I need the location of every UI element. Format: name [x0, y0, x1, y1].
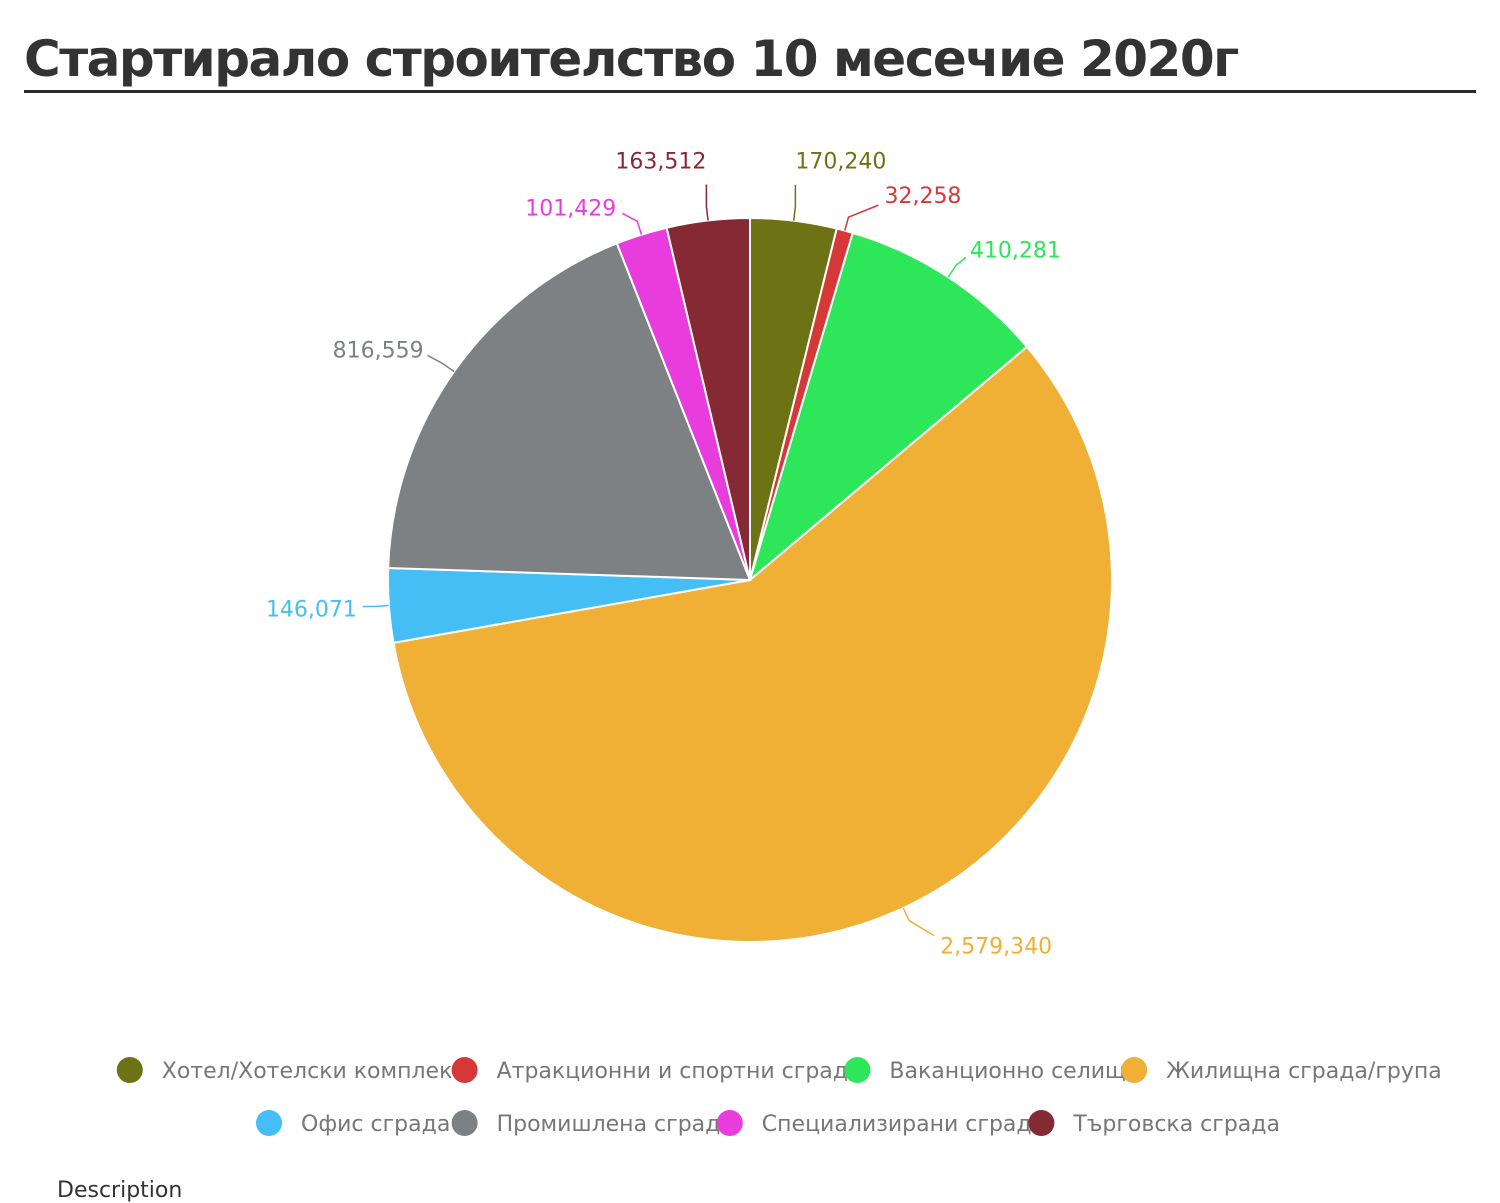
legend-label: Жилищна сграда/група	[1166, 1059, 1442, 1084]
chart-title: Стартирало строителство 10 месечие 2020г	[24, 30, 1239, 88]
data-labels: 170,240 32,258 410,281 2,579,340 146,071 816,…	[266, 150, 1061, 960]
title-underline	[24, 90, 1476, 93]
data-label: 410,281	[970, 238, 1061, 263]
legend-item[interactable]: Атракционни и спортни сгради	[451, 1057, 863, 1084]
legend-label: Специализирани сгради	[762, 1112, 1046, 1137]
legend-swatch	[256, 1110, 282, 1136]
pie-slice-промишлена-сграда[interactable]	[387, 242, 752, 582]
legend-swatch	[116, 1057, 143, 1083]
legend-item[interactable]: Жилищна сграда/група	[1121, 1057, 1442, 1084]
leader-line	[705, 184, 709, 221]
legend-item[interactable]: Ваканционно селище	[844, 1057, 1139, 1084]
legend-label: Ваканционно селище	[889, 1059, 1139, 1084]
legend-swatch	[716, 1110, 743, 1136]
leader-line	[362, 604, 389, 608]
leader-line	[621, 212, 643, 235]
description-label: Description	[57, 1178, 183, 1203]
pie-slices	[387, 216, 1114, 944]
legend-label: Търговска сграда	[1072, 1112, 1280, 1137]
pie-slice-ваканционно-селище[interactable]	[748, 231, 1029, 583]
data-label: 101,429	[525, 196, 616, 221]
legend-item[interactable]: Хотел/Хотелски комплекс	[116, 1057, 465, 1084]
legend-item[interactable]: Специализирани сгради	[716, 1110, 1046, 1137]
leader-line	[844, 204, 879, 231]
legend-label: Офис сграда	[301, 1112, 450, 1137]
legend-label: Промишлена сграда	[497, 1112, 734, 1137]
leader-line	[947, 256, 967, 278]
data-label: 170,240	[795, 150, 886, 175]
legend-item[interactable]: Търговска сграда	[1028, 1110, 1280, 1137]
legend-item[interactable]: Офис сграда	[256, 1110, 450, 1137]
legend-swatch	[1121, 1057, 1148, 1083]
data-label: 816,559	[333, 338, 424, 363]
legend-swatch	[844, 1057, 871, 1083]
legend: Хотел/Хотелски комплекс Атракционни и спо…	[116, 1057, 1442, 1137]
legend-item[interactable]: Промишлена сграда	[451, 1110, 734, 1137]
legend-swatch	[1028, 1110, 1055, 1136]
data-label: 146,071	[266, 597, 357, 622]
legend-label: Хотел/Хотелски комплекс	[162, 1059, 465, 1084]
leader-line	[902, 907, 935, 937]
legend-swatch	[451, 1057, 478, 1083]
leader-line	[427, 354, 455, 373]
data-label: 32,258	[884, 184, 961, 209]
label-leaders	[362, 184, 967, 937]
leader-line	[792, 184, 797, 221]
legend-label: Атракционни и спортни сгради	[497, 1059, 863, 1084]
data-label: 2,579,340	[940, 935, 1052, 960]
legend-swatch	[451, 1110, 478, 1136]
data-label: 163,512	[615, 150, 706, 175]
